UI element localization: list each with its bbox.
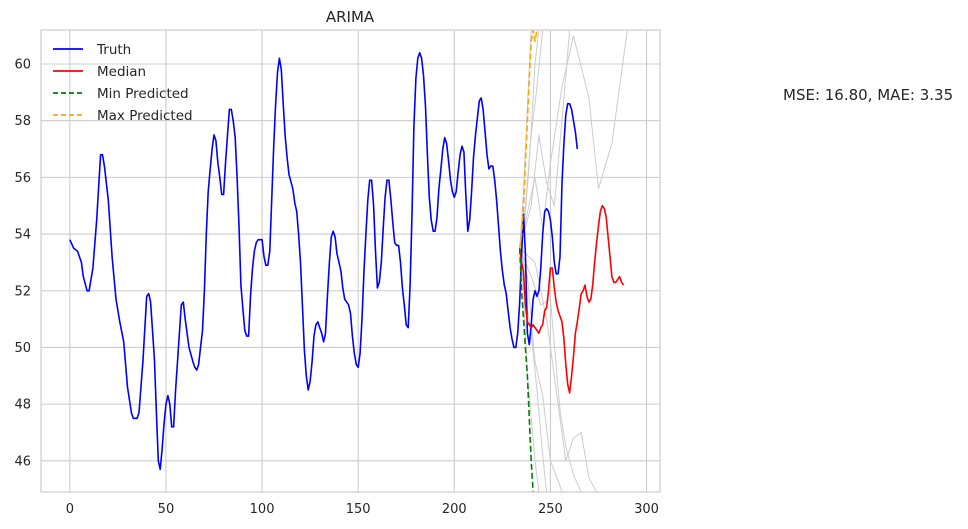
y-tick-label: 52 — [14, 284, 31, 299]
legend-label: Truth — [96, 42, 131, 58]
series-line-median — [518, 204, 625, 394]
sample-path-line — [519, 247, 598, 492]
plot-frame — [40, 29, 661, 493]
sample-path-line — [519, 248, 582, 492]
x-tick-label: 250 — [538, 502, 563, 517]
series-lines — [69, 30, 625, 492]
series-line-truth — [69, 51, 579, 471]
sample-path-line — [519, 30, 571, 249]
plot-area — [41, 30, 660, 492]
sample-path-line — [519, 30, 628, 249]
legend-label: Min Predicted — [97, 86, 189, 102]
sample-path-line — [519, 248, 563, 492]
y-tick-label: 56 — [14, 171, 31, 186]
x-tick-label: 50 — [158, 502, 175, 517]
y-tick-label: 50 — [14, 341, 31, 356]
y-tick-labels: 46 48 50 52 54 56 58 60 — [14, 58, 31, 470]
y-tick-label: 60 — [14, 58, 31, 73]
x-tick-label: 300 — [634, 502, 659, 517]
y-tick-label: 54 — [14, 228, 31, 243]
y-tick-label: 46 — [14, 454, 31, 469]
legend: Truth Median Min Predicted Max Predicted — [53, 42, 193, 124]
x-tick-label: 0 — [66, 502, 74, 517]
metrics-text: MSE: 16.80, MAE: 3.35 — [783, 86, 953, 104]
legend-label: Median — [97, 64, 146, 80]
x-tick-labels: 0 50 100 150 200 250 300 — [66, 502, 659, 517]
y-tick-label: 48 — [14, 398, 31, 413]
x-tick-label: 200 — [442, 502, 467, 517]
x-tick-label: 150 — [346, 502, 371, 517]
y-tick-label: 58 — [14, 114, 31, 129]
x-tick-label: 100 — [250, 502, 275, 517]
grid-lines — [41, 30, 660, 492]
series-line-min-predicted — [518, 248, 534, 492]
series-line-max-predicted — [518, 30, 538, 249]
sample-path-line — [519, 248, 540, 492]
chart-title: ARIMA — [326, 8, 375, 26]
legend-label: Max Predicted — [97, 108, 193, 124]
